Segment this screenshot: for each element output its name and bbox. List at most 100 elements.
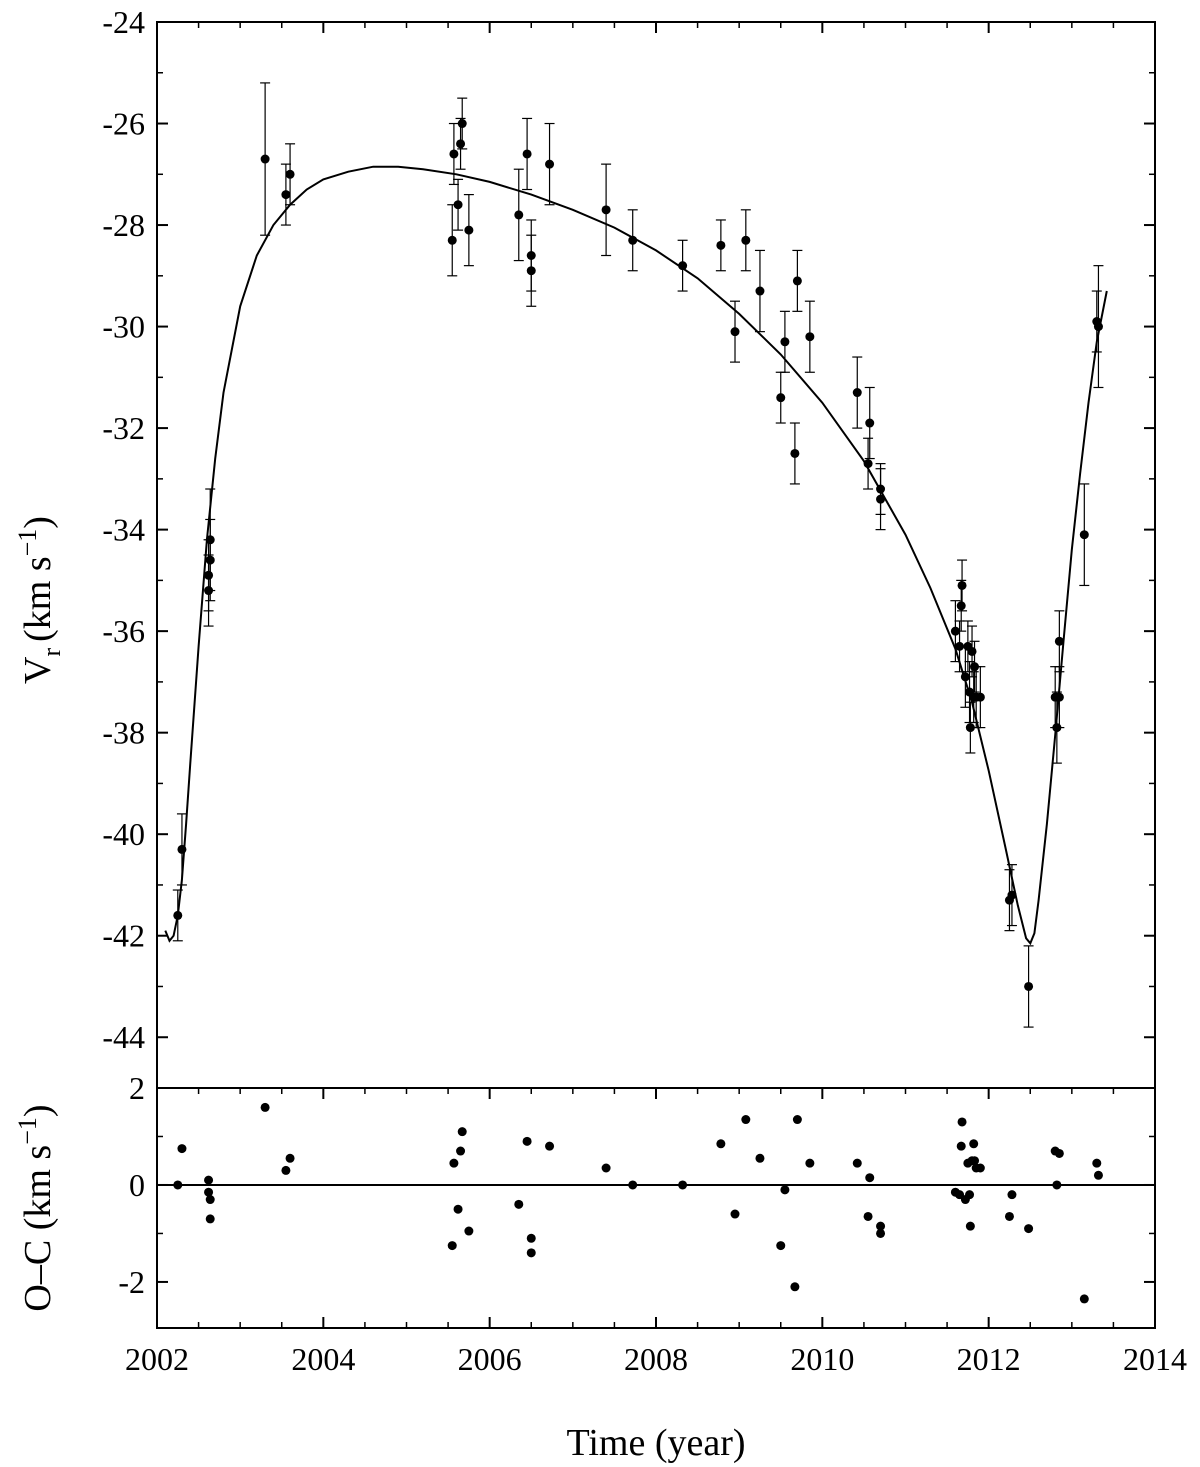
residual-point <box>790 1282 800 1292</box>
residual-point <box>522 1136 532 1146</box>
y-tick-label: -36 <box>102 613 145 649</box>
residual-point <box>1024 1224 1034 1234</box>
residual-point <box>1052 1180 1062 1190</box>
main-y-axis-title: Vr(km s−1) <box>13 516 66 684</box>
x-tick-labels: 2002 2004 2006 2008 2010 2012 2014 <box>125 1341 1187 1377</box>
main-x-ticks <box>156 22 1156 33</box>
data-point <box>522 149 532 159</box>
data-point <box>960 672 970 682</box>
residual-point <box>449 1158 459 1168</box>
data-point <box>457 119 467 129</box>
x-axis-title: Time (year) <box>566 1422 745 1464</box>
residual-plot-frame <box>156 1087 1156 1329</box>
residual-point <box>260 1102 270 1112</box>
data-point <box>950 626 960 636</box>
residual-point <box>177 1144 187 1154</box>
residual-point <box>975 1163 985 1173</box>
data-point <box>716 240 726 250</box>
residual-point <box>456 1146 466 1156</box>
residual-point <box>970 1156 980 1166</box>
main-plot-frame <box>156 21 1156 1089</box>
data-point <box>447 235 457 245</box>
residual-point <box>1007 1190 1017 1200</box>
residual-point <box>526 1233 536 1243</box>
data-point <box>601 205 611 215</box>
data-point <box>204 570 214 580</box>
residual-point <box>464 1226 474 1236</box>
data-point <box>514 210 524 220</box>
residual-point <box>457 1127 467 1137</box>
y-tick-label: 0 <box>129 1167 145 1203</box>
residual-point <box>1092 1158 1102 1168</box>
x-tick-label: 2012 <box>957 1341 1021 1377</box>
y-tick-label: -38 <box>102 715 145 751</box>
y-tick-label: -28 <box>102 207 145 243</box>
y-tick-label: -40 <box>102 816 145 852</box>
residual-point <box>173 1180 183 1190</box>
residual-point <box>205 1214 215 1224</box>
data-point <box>464 225 474 235</box>
data-point <box>1054 636 1064 646</box>
residual-point <box>285 1153 295 1163</box>
main-y-ticks: -24 -26 -28 -30 -32 -34 -36 -38 -40 -42 -44 <box>102 4 1155 1089</box>
data-point <box>967 646 977 656</box>
data-point <box>1054 692 1064 702</box>
data-point <box>876 484 886 494</box>
residual-point <box>545 1141 555 1151</box>
data-point <box>281 190 291 200</box>
y-tick-label: -26 <box>102 106 145 142</box>
data-point <box>1024 981 1034 991</box>
residual-point <box>852 1158 862 1168</box>
data-point <box>792 276 802 286</box>
residual-point <box>792 1115 802 1125</box>
data-point <box>741 235 751 245</box>
data-point <box>956 601 966 611</box>
data-point <box>205 555 215 565</box>
residual-point <box>526 1248 536 1258</box>
residual-point <box>1004 1211 1014 1221</box>
data-point <box>955 641 965 651</box>
residual-points-layer <box>173 1102 1103 1304</box>
residual-x-ticks <box>156 1088 1156 1328</box>
data-point <box>863 459 873 469</box>
data-point <box>970 662 980 672</box>
y-tick-label: -30 <box>102 309 145 345</box>
residual-point <box>776 1241 786 1251</box>
residual-point <box>876 1221 886 1231</box>
residual-point <box>514 1199 524 1209</box>
data-point <box>755 286 765 296</box>
residual-point <box>447 1241 457 1251</box>
residual-point <box>204 1187 214 1197</box>
residual-point <box>1054 1148 1064 1158</box>
residual-point <box>1093 1170 1103 1180</box>
x-tick-label: 2002 <box>125 1341 189 1377</box>
residual-point <box>876 1228 886 1238</box>
residual-point <box>865 1173 875 1183</box>
residual-y-ticks: 2 0 -2 <box>118 1070 1155 1300</box>
y-tick-label: -42 <box>102 918 145 954</box>
residual-point <box>281 1165 291 1175</box>
data-point <box>260 154 270 164</box>
residual-point <box>205 1195 215 1205</box>
orbit-fit-layer <box>164 165 1108 946</box>
data-point <box>776 393 786 403</box>
residual-y-axis-title: O–C (km s−1) <box>13 1104 59 1311</box>
residual-point <box>965 1221 975 1231</box>
y-tick-label: -34 <box>102 512 145 548</box>
residual-point <box>957 1117 967 1127</box>
residual-point <box>969 1139 979 1149</box>
residual-panel: 2 0 -2 2002 2004 2006 2008 2010 2012 2014 <box>118 1070 1187 1377</box>
y-tick-label: -2 <box>118 1264 145 1300</box>
data-point <box>177 844 187 854</box>
data-point <box>1007 890 1017 900</box>
residual-point <box>716 1139 726 1149</box>
data-point <box>876 494 886 504</box>
residual-point <box>628 1180 638 1190</box>
residual-point <box>741 1115 751 1125</box>
y-tick-label: 2 <box>129 1070 145 1106</box>
residual-point <box>1079 1294 1089 1304</box>
data-point <box>780 337 790 347</box>
data-point <box>975 692 985 702</box>
data-point <box>449 149 459 159</box>
